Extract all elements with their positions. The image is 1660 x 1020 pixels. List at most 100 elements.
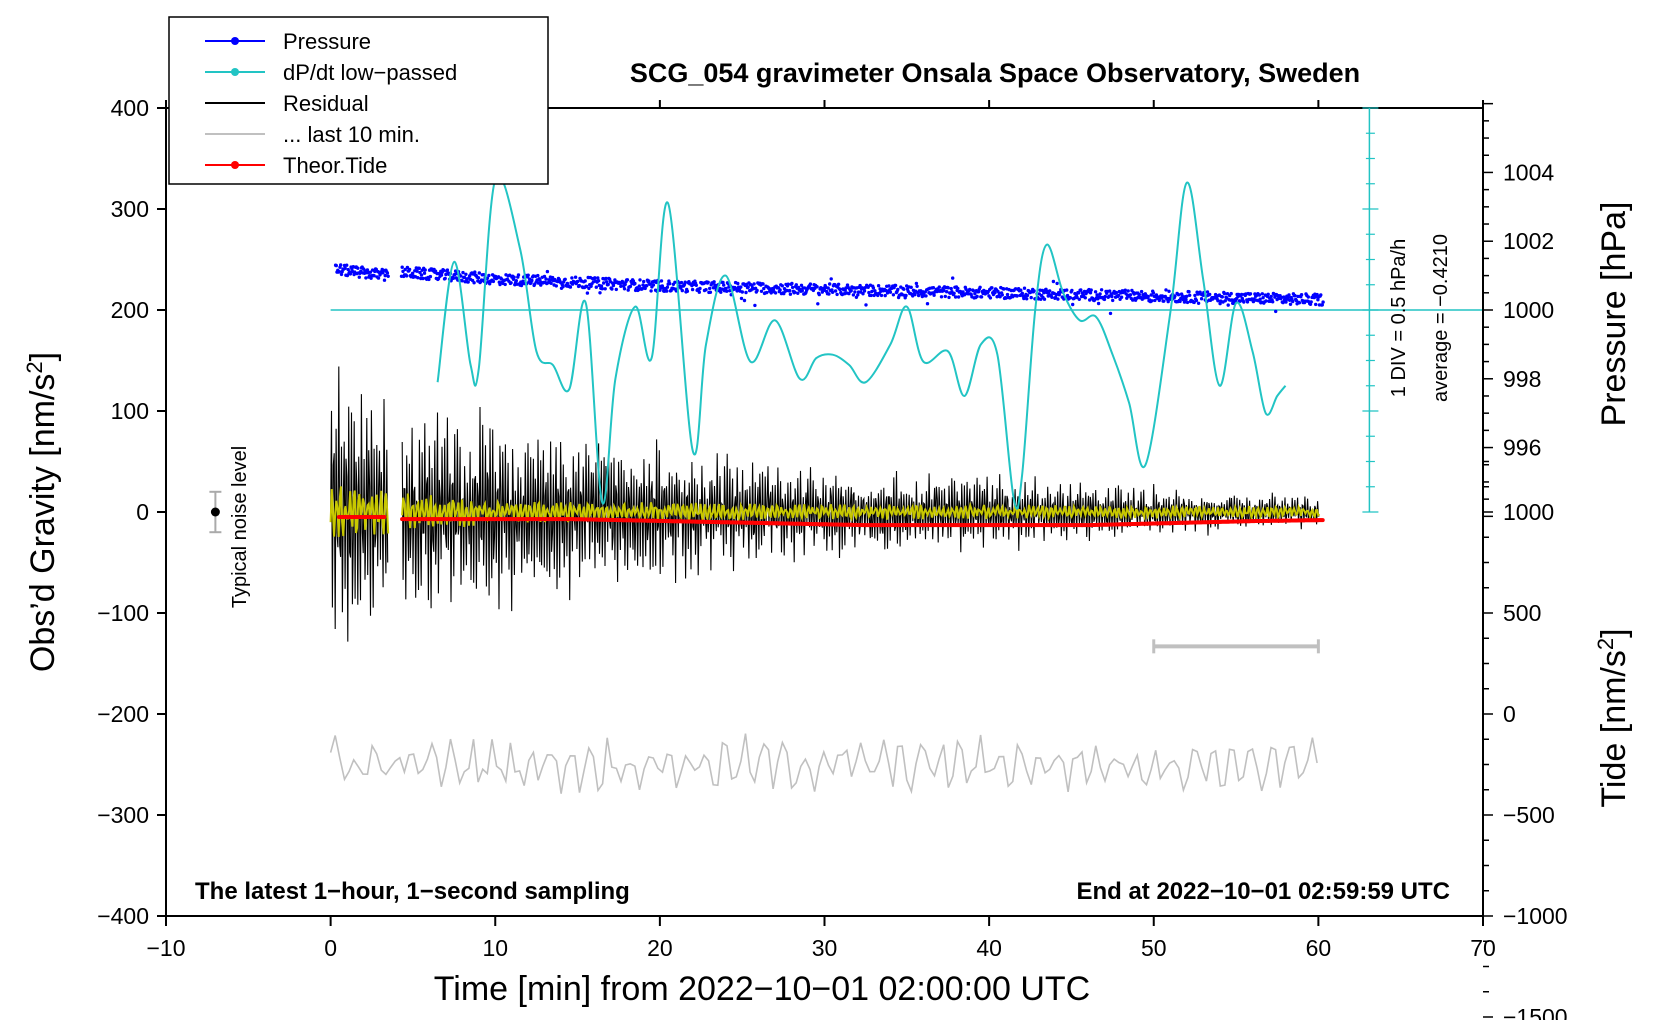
pressure-point — [1309, 300, 1313, 304]
chart-title: SCG_054 gravimeter Onsala Space Observat… — [630, 58, 1360, 88]
y-tick-label: 0 — [136, 499, 149, 525]
pressure-point — [491, 279, 496, 284]
pressure-point — [401, 269, 405, 274]
pressure-point — [1187, 290, 1191, 294]
legend: Pressure dP/dt low−passed Residual ... last… — [168, 16, 549, 185]
pressure-point — [348, 272, 353, 276]
y-tick-label: −100 — [97, 600, 149, 626]
pressure-point — [1098, 292, 1102, 296]
pressure-point — [598, 291, 602, 295]
pressure-point — [1184, 297, 1188, 302]
pressure-point — [788, 292, 793, 296]
pressure-point — [873, 289, 877, 293]
pressure-point — [1089, 288, 1093, 292]
pressure-point — [573, 275, 578, 279]
pressure-point — [759, 289, 764, 293]
pressure-point — [1251, 299, 1256, 304]
pressure-point — [790, 281, 794, 286]
pressure-point — [888, 290, 893, 294]
pressure-point — [942, 288, 946, 293]
pressure-point — [951, 276, 955, 280]
pressure-point — [838, 287, 842, 292]
pressure-point — [952, 291, 956, 295]
pressure-point — [708, 290, 713, 294]
residual-smoothed-line — [329, 486, 1321, 537]
pressure-point — [405, 274, 409, 278]
pressure-point — [1102, 297, 1107, 302]
pressure-point — [1321, 300, 1325, 304]
pressure-point — [864, 303, 868, 307]
pressure-point — [1051, 279, 1056, 284]
pressure-point — [442, 268, 446, 273]
pressure-point — [536, 273, 540, 278]
pressure-point — [605, 280, 609, 284]
pressure-point — [914, 281, 919, 286]
legend-label: Theor.Tide — [283, 153, 387, 178]
x-tick-label: 50 — [1141, 935, 1167, 961]
pressure-point — [968, 287, 972, 292]
pressure-point — [1071, 302, 1075, 307]
pressure-point — [602, 281, 606, 285]
pressure-point — [683, 280, 687, 284]
legend-label: Residual — [283, 91, 369, 116]
y-tick-label: 400 — [111, 95, 149, 121]
pressure-point — [1220, 295, 1225, 299]
pressure-point — [1208, 292, 1212, 297]
pressure-point — [659, 279, 664, 283]
pressure-point — [542, 274, 547, 279]
pressure-point — [477, 271, 481, 275]
pressure-point — [365, 268, 370, 272]
pressure-point — [565, 281, 570, 286]
pressure-point — [1076, 291, 1081, 295]
pressure-point — [596, 279, 601, 283]
pressure-point — [836, 282, 841, 286]
pressure-tick-label: 1002 — [1503, 228, 1554, 254]
legend-label: dP/dt low−passed — [283, 60, 457, 85]
pressure-point — [498, 282, 502, 287]
pressure-point — [1068, 296, 1073, 300]
pressure-point — [680, 288, 684, 293]
pressure-point — [1314, 302, 1318, 307]
y-tick-label: 300 — [111, 196, 149, 222]
pressure-point — [1096, 301, 1101, 306]
ddt-div-label: 1 DIV = 0.5 hPa/h — [1388, 239, 1410, 397]
pressure-point — [1266, 292, 1270, 296]
pressure-point — [544, 277, 548, 281]
pressure-point — [876, 284, 881, 288]
pressure-point — [816, 302, 820, 306]
tide-tick-label: −1500 — [1503, 1004, 1568, 1020]
pressure-point — [651, 283, 656, 287]
pressure-point — [869, 293, 873, 298]
pressure-point — [1125, 296, 1129, 300]
pressure-point — [861, 292, 865, 296]
legend-label: Pressure — [283, 29, 371, 54]
pressure-point — [904, 293, 908, 298]
pressure-point — [971, 289, 976, 293]
pressure-point — [1193, 293, 1197, 298]
pressure-point — [925, 302, 930, 306]
pressure-point — [786, 282, 790, 286]
note-right: End at 2022−10−01 02:59:59 UTC — [1076, 878, 1450, 905]
pressure-point — [1297, 301, 1302, 305]
pressure-point — [790, 285, 795, 290]
pressure-point — [871, 286, 876, 290]
pressure-point — [1114, 290, 1119, 295]
pressure-point — [1299, 293, 1304, 297]
pressure-point — [1065, 288, 1069, 292]
pressure-point — [896, 287, 900, 292]
pressure-point — [1185, 294, 1189, 298]
pressure-point — [570, 276, 574, 280]
pressure-point — [1151, 291, 1156, 295]
pressure-point — [561, 285, 565, 289]
pressure-point — [1281, 300, 1285, 305]
pressure-point — [793, 290, 797, 294]
pressure-point — [1015, 294, 1019, 298]
pressure-point — [893, 283, 898, 288]
pressure-point — [891, 293, 896, 297]
pressure-point — [761, 282, 765, 286]
pressure-point — [576, 279, 580, 284]
pressure-point — [1042, 291, 1046, 295]
pressure-axis-title: Pressure [hPa] — [1595, 202, 1633, 427]
pressure-point — [698, 286, 702, 291]
tide-point — [1320, 518, 1325, 523]
